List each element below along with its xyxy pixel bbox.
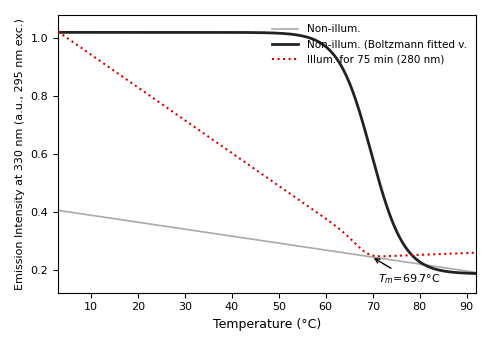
Text: $T_m$=69.7°C: $T_m$=69.7°C [375,259,441,286]
Y-axis label: Emission Intensity at 330 nm (a.u., 295 nm exc.): Emission Intensity at 330 nm (a.u., 295 … [15,18,25,290]
X-axis label: Temperature (°C): Temperature (°C) [213,318,321,331]
Legend: Non-illum., Non-illum. (Boltzmann fitted v., Illum. for 75 min (280 nm): Non-illum., Non-illum. (Boltzmann fitted… [268,20,471,69]
